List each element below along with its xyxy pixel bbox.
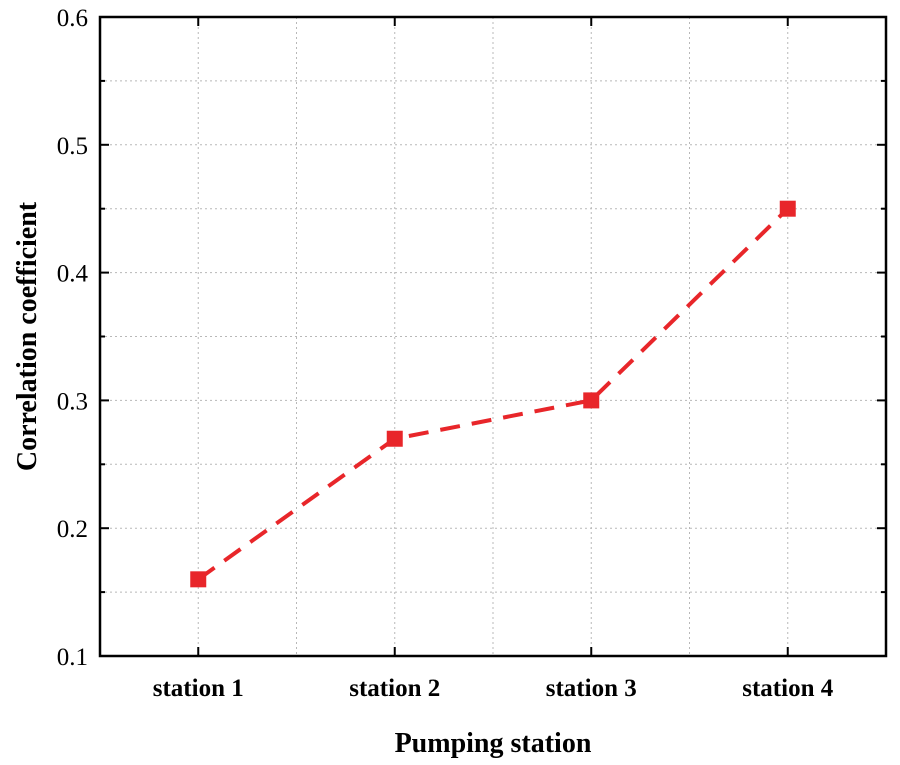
y-tick-label: 0.1 [57, 644, 88, 671]
y-tick-label: 0.3 [57, 388, 88, 415]
x-tick-label: station 2 [349, 675, 440, 702]
x-tick-label: station 1 [153, 675, 244, 702]
series-group [190, 200, 796, 588]
y-axis-title: Correlation coefficient [12, 201, 43, 471]
data-point-marker [386, 430, 403, 447]
x-tick-label: station 3 [546, 675, 637, 702]
y-tick-label: 0.6 [57, 5, 88, 32]
y-tick-label: 0.2 [57, 516, 88, 543]
x-tick-labels: station 1 station 2 station 3 station 4 [153, 675, 834, 702]
series-line [197, 207, 790, 581]
y-tick-label: 0.4 [57, 261, 89, 288]
y-tick-labels: 0.1 0.2 0.3 0.4 0.5 0.6 [57, 5, 89, 671]
data-point-marker [779, 200, 796, 217]
data-point-marker [583, 392, 600, 409]
data-point-marker [190, 571, 207, 588]
axis-ticks [100, 16, 886, 657]
x-axis-title: Pumping station [395, 728, 592, 759]
grid [100, 17, 886, 656]
x-tick-label: station 4 [742, 675, 833, 702]
y-tick-label: 0.5 [57, 133, 88, 160]
